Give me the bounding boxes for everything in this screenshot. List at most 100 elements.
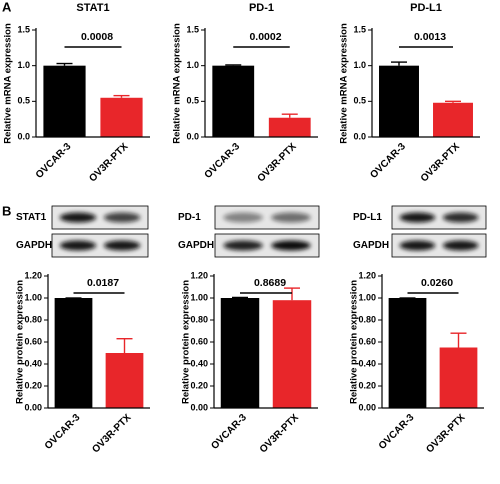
blot-frame [214, 233, 320, 258]
x-tick-label: OV3R-PTX [419, 141, 462, 184]
blot-frame [391, 205, 487, 230]
x-tick-label: OVCAR-3 [209, 412, 249, 452]
error-bar [281, 113, 298, 118]
blot-band [442, 240, 479, 251]
y-tick-label: 1.20 [358, 270, 376, 280]
y-tick-label: 0.40 [24, 358, 42, 368]
y-tick-label: 0.0 [186, 131, 199, 141]
y-tick-label: 0.00 [358, 402, 376, 412]
y-tick-label: 0.20 [24, 380, 42, 390]
y-tick-label: 0.20 [358, 380, 376, 390]
y-tick-label: 0.0 [353, 131, 366, 141]
y-tick-label: 1.00 [24, 292, 42, 302]
panel-label: A [2, 0, 12, 14]
x-tick-label: OV3R-PTX [256, 141, 299, 184]
y-tick-label: 0.5 [186, 96, 199, 106]
y-tick-label: 0.5 [17, 96, 30, 106]
blot-band [59, 240, 97, 251]
y-tick-label: 0.20 [190, 380, 208, 390]
blot-label: GAPDH [16, 240, 52, 251]
blot-band [271, 240, 311, 251]
x-tick-label: OVCAR-3 [203, 141, 243, 181]
bar [54, 298, 93, 408]
blot-frame [51, 205, 149, 230]
y-axis-label: Relative mRNA expression [3, 23, 14, 144]
blot-band [103, 212, 141, 223]
y-tick-label: 0.80 [190, 314, 208, 324]
blot-frame [214, 205, 320, 230]
y-tick-label: 0.60 [358, 336, 376, 346]
chart-title: PD-L1 [410, 2, 442, 14]
error-bar [450, 332, 467, 348]
y-tick-label: 1.00 [358, 292, 376, 302]
y-tick-label: 1.20 [190, 270, 208, 280]
bar [433, 102, 473, 137]
x-tick-label: OVCAR-3 [43, 412, 83, 452]
y-tick-label: 1.0 [17, 60, 30, 70]
error-bar [225, 64, 242, 66]
error-bar [391, 61, 407, 66]
x-tick-label: OV3R-PTX [424, 412, 467, 455]
x-tick-label: OVCAR-3 [34, 141, 74, 181]
blot-frame [391, 233, 487, 258]
y-axis-label: Relative protein expression [349, 280, 360, 404]
y-axis-label: Relative mRNA expression [339, 23, 350, 144]
significance-label: 0.0002 [249, 31, 281, 43]
bar [220, 298, 260, 408]
blot-band [223, 212, 263, 223]
blot-band [223, 240, 263, 251]
significance-label: 0.8689 [254, 277, 286, 289]
x-tick-label: OVCAR-3 [377, 412, 417, 452]
bar [212, 65, 255, 137]
blot-band [271, 212, 311, 223]
blot-label: PD-L1 [353, 212, 382, 223]
error-bar [445, 100, 461, 103]
error-bar [113, 94, 130, 98]
blot-band [442, 212, 479, 223]
blot-band [103, 240, 141, 251]
y-tick-label: 0.00 [24, 402, 42, 412]
y-tick-label: 0.5 [353, 96, 366, 106]
bar [388, 298, 427, 408]
blot-band [399, 212, 436, 223]
bar [268, 117, 311, 137]
y-tick-label: 0.80 [24, 314, 42, 324]
bar [100, 97, 143, 137]
blot-band [399, 240, 436, 251]
y-tick-label: 1.5 [353, 24, 366, 34]
blot-band [59, 212, 97, 223]
bar [272, 300, 312, 408]
x-tick-label: OVCAR-3 [368, 141, 408, 181]
y-axis-label: Relative mRNA expression [172, 23, 183, 144]
blot-frame [51, 233, 149, 258]
y-tick-label: 0.60 [24, 336, 42, 346]
y-tick-label: 1.5 [17, 24, 30, 34]
y-tick-label: 1.00 [190, 292, 208, 302]
significance-label: 0.0187 [87, 277, 119, 289]
error-bar [116, 338, 133, 353]
significance-label: 0.0260 [421, 277, 453, 289]
bar [105, 353, 144, 408]
y-tick-label: 0.40 [358, 358, 376, 368]
significance-label: 0.0013 [414, 31, 446, 43]
x-tick-label: OV3R-PTX [90, 412, 133, 455]
blot-label: GAPDH [178, 240, 214, 251]
y-tick-label: 0.00 [190, 402, 208, 412]
y-tick-label: 0.80 [358, 314, 376, 324]
y-tick-label: 0.0 [17, 131, 30, 141]
y-axis-label: Relative protein expression [15, 280, 26, 404]
y-tick-label: 1.5 [186, 24, 199, 34]
y-tick-label: 1.0 [353, 60, 366, 70]
error-bar [232, 296, 248, 299]
error-bar [56, 62, 73, 66]
chart-title: STAT1 [76, 2, 109, 14]
bar [43, 65, 86, 137]
blot-label: GAPDH [353, 240, 389, 251]
y-axis-label: Relative protein expression [181, 280, 192, 404]
x-tick-label: OV3R-PTX [258, 412, 301, 455]
error-bar [284, 287, 300, 301]
blot-label: STAT1 [16, 212, 47, 223]
chart-title: PD-1 [249, 2, 274, 14]
y-tick-label: 1.0 [186, 60, 199, 70]
